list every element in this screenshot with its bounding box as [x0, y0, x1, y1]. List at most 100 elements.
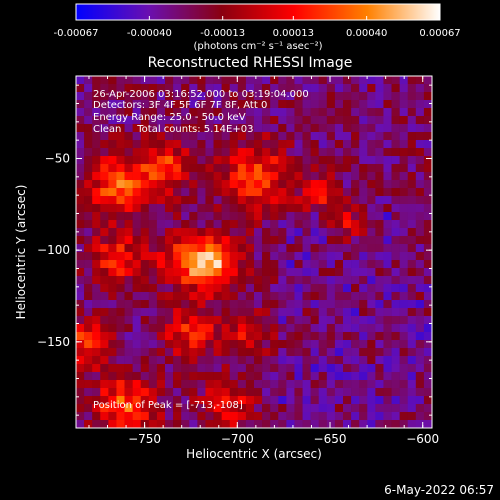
- heatmap-cell: [205, 108, 214, 117]
- heatmap-cell: [375, 252, 384, 261]
- heatmap-cell: [237, 220, 247, 229]
- heatmap-cell: [108, 132, 117, 141]
- heatmap-cell: [270, 308, 279, 317]
- heatmap-cell: [262, 196, 271, 205]
- heatmap-cell: [399, 76, 409, 85]
- heatmap-cell: [375, 116, 384, 125]
- heatmap-cell: [189, 132, 198, 141]
- heatmap-cell: [286, 188, 295, 197]
- heatmap-cell: [116, 236, 125, 245]
- heatmap-cell: [165, 76, 174, 85]
- heatmap-cell: [262, 132, 271, 141]
- heatmap-cell: [254, 236, 263, 245]
- heatmap-cell: [423, 180, 433, 189]
- heatmap-cell: [399, 156, 409, 165]
- heatmap-cell: [197, 316, 206, 325]
- heatmap-cell: [165, 260, 174, 269]
- heatmap-cell: [351, 196, 360, 205]
- heatmap-cell: [383, 84, 392, 93]
- heatmap-cell: [351, 220, 360, 229]
- heatmap-cell: [237, 412, 247, 421]
- heatmap-cell: [367, 84, 376, 93]
- heatmap-cell: [254, 204, 263, 213]
- heatmap-cell: [326, 100, 336, 109]
- heatmap-cell: [221, 148, 231, 157]
- heatmap-cell: [375, 236, 384, 245]
- heatmap-cell: [254, 180, 263, 189]
- heatmap-cell: [326, 300, 336, 309]
- heatmap-cell: [383, 348, 392, 357]
- heatmap-cell: [165, 324, 174, 333]
- heatmap-cell: [302, 204, 311, 213]
- heatmap-cell: [278, 76, 287, 85]
- heatmap-cell: [302, 156, 311, 165]
- heatmap-cell: [84, 124, 93, 133]
- heatmap-cell: [189, 84, 198, 93]
- x-tick-label: −750: [128, 432, 161, 446]
- heatmap-cell: [148, 324, 158, 333]
- heatmap-cell: [334, 188, 344, 197]
- heatmap-cell: [318, 228, 328, 237]
- heatmap-cell: [124, 124, 133, 133]
- heatmap-cell: [132, 244, 142, 253]
- heatmap-cell: [189, 420, 198, 429]
- heatmap-cell: [294, 116, 303, 125]
- heatmap-cell: [181, 188, 190, 197]
- heatmap-cell: [359, 156, 368, 165]
- heatmap-cell: [286, 364, 295, 373]
- heatmap-cell: [270, 172, 279, 181]
- heatmap-cell: [415, 396, 425, 405]
- heatmap-cell: [391, 92, 400, 101]
- heatmap-cell: [132, 100, 142, 109]
- heatmap-cell: [326, 196, 336, 205]
- heatmap-cell: [310, 188, 320, 197]
- heatmap-cell: [318, 220, 328, 229]
- heatmap-cell: [92, 196, 101, 205]
- heatmap-cell: [375, 164, 384, 173]
- heatmap-cell: [92, 236, 101, 245]
- heatmap-cell: [270, 396, 279, 405]
- heatmap-cell: [262, 244, 271, 253]
- heatmap-cell: [124, 292, 133, 301]
- heatmap-cell: [229, 76, 239, 85]
- heatmap-cell: [423, 236, 433, 245]
- heatmap-cell: [383, 260, 392, 269]
- heatmap-cell: [383, 316, 392, 325]
- heatmap-cell: [375, 140, 384, 149]
- heatmap-cell: [221, 76, 231, 85]
- heatmap-cell: [132, 308, 142, 317]
- heatmap-cell: [391, 388, 400, 397]
- heatmap-cell: [76, 164, 85, 173]
- heatmap-cell: [359, 348, 368, 357]
- heatmap-cell: [124, 140, 133, 149]
- heatmap-cell: [213, 236, 222, 245]
- heatmap-cell: [310, 148, 320, 157]
- heatmap-cell: [270, 116, 279, 125]
- heatmap-cell: [213, 172, 222, 181]
- heatmap-cell: [318, 372, 328, 381]
- heatmap-cell: [334, 228, 344, 237]
- heatmap-cell: [367, 220, 376, 229]
- heatmap-cell: [108, 220, 117, 229]
- heatmap-cell: [270, 316, 279, 325]
- heatmap-cell: [383, 172, 392, 181]
- heatmap-cell: [286, 92, 295, 101]
- heatmap-cell: [270, 204, 279, 213]
- heatmap-cell: [213, 324, 222, 333]
- heatmap-cell: [383, 300, 392, 309]
- heatmap-cell: [278, 252, 287, 261]
- heatmap-cell: [189, 220, 198, 229]
- heatmap-cell: [318, 404, 328, 413]
- heatmap-cell: [173, 116, 182, 125]
- heatmap-cell: [407, 372, 417, 381]
- heatmap-cell: [375, 324, 384, 333]
- heatmap-cell: [92, 372, 101, 381]
- heatmap-cell: [407, 76, 417, 85]
- heatmap-cell: [197, 372, 206, 381]
- heatmap-cell: [367, 324, 376, 333]
- heatmap-cell: [229, 412, 239, 421]
- heatmap-cell: [124, 420, 133, 429]
- heatmap-cell: [165, 388, 174, 397]
- heatmap-cell: [165, 180, 174, 189]
- heatmap-cell: [302, 420, 311, 429]
